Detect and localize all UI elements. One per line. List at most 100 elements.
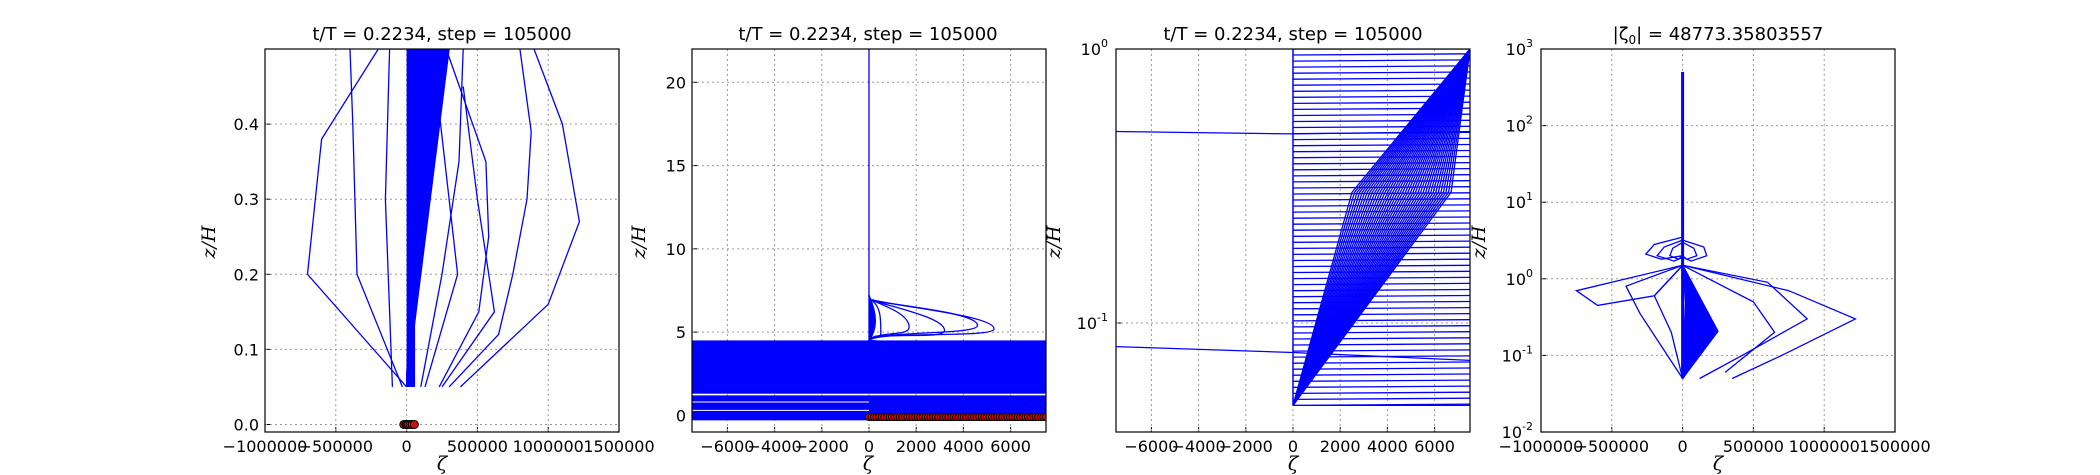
chevron-line	[1292, 49, 1470, 406]
profile-10	[459, 49, 581, 388]
chevron-line	[1292, 49, 1470, 406]
x-tick-label: 0	[1288, 437, 1298, 456]
hook-4	[1682, 241, 1698, 260]
chevron-line	[1292, 49, 1470, 406]
panel-1: t/T = 0.2234, step = 105000 ζ z/H −10000…	[198, 24, 655, 475]
bulge-inner	[868, 295, 877, 341]
near-zero	[692, 406, 870, 410]
panel-1-title: t/T = 0.2234, step = 105000	[312, 24, 571, 45]
y-tick-label: 0.4	[234, 115, 259, 134]
fan-line	[1292, 397, 1470, 401]
profile-7	[438, 49, 490, 388]
y-tick-exponent: -1	[1097, 311, 1108, 324]
chevron-line	[1292, 49, 1470, 406]
chevron-line	[1292, 49, 1470, 406]
fan-line	[1292, 222, 1470, 225]
x-tick-label: 0	[1678, 437, 1688, 456]
chevron-line	[1292, 49, 1470, 406]
y-tick-label: 100	[1081, 37, 1108, 59]
panel-4-frame	[1540, 48, 1896, 433]
hook-1	[1644, 236, 1683, 260]
y-tick-label: 101	[1506, 190, 1533, 212]
y-tick-label: 20	[666, 73, 686, 92]
panel-4-grid	[1540, 48, 1896, 433]
x-tick-label: −500000	[299, 437, 373, 456]
chevron-line	[1292, 49, 1470, 406]
y-tick-label: 15	[666, 157, 686, 176]
y-tick-base: 10	[1502, 346, 1522, 365]
y-tick-label: 10-2	[1502, 420, 1533, 442]
chevron-line	[1292, 49, 1470, 406]
panel-4-title-symbol: |ζ	[1613, 24, 1629, 45]
fan-line	[1292, 53, 1470, 56]
chevron-line	[1292, 49, 1470, 406]
y-tick-label: 10	[666, 240, 686, 259]
tail-2	[868, 339, 1046, 362]
loop-5	[1682, 264, 1857, 380]
chevron-line	[1292, 49, 1470, 406]
tail-1	[868, 339, 1046, 355]
panel-3-title: t/T = 0.2234, step = 105000	[1163, 24, 1422, 45]
marker	[1041, 412, 1046, 422]
x-tick-label: −1000000	[1499, 437, 1584, 456]
chevron-line	[1292, 49, 1470, 406]
panel-4-ylabel: z/H	[1468, 225, 1490, 259]
panel-2-ticks: −6000−4000−2000 0 2000 4000 6000 0 5 10 15 20	[666, 73, 1031, 456]
fan-line	[1292, 65, 1470, 68]
chevron-line	[1292, 49, 1470, 406]
fan-line	[1292, 391, 1470, 395]
chevron-line	[1292, 49, 1470, 406]
chevron-line	[1292, 49, 1470, 406]
fan-line	[405, 49, 450, 387]
x-tick-label: −1000000	[223, 437, 308, 456]
x-tick-label: 2000	[1320, 437, 1361, 456]
loop-3	[1653, 264, 1684, 379]
panel-3-xlabel: ζ	[1288, 453, 1300, 475]
chevron-line	[1292, 49, 1470, 406]
profile-6	[424, 49, 459, 388]
hook-2	[1655, 239, 1683, 262]
fan-line	[1292, 288, 1470, 292]
panel-3: t/T = 0.2234, step = 105000 ζ z/H −6000−…	[1043, 24, 1471, 475]
chevron-line	[1292, 49, 1470, 406]
panel-3-plot	[1116, 49, 1470, 407]
chevron-line	[1292, 49, 1470, 406]
x-tick-label: 1000000	[1789, 437, 1860, 456]
upper-line	[1116, 130, 1470, 135]
fan-line	[1292, 367, 1470, 370]
profile-3	[384, 49, 394, 387]
chevron-line	[1292, 49, 1470, 406]
x-tick-label: 1500000	[1859, 437, 1930, 456]
panel-4-xlabel: ζ	[1713, 453, 1725, 475]
chevron-line	[1292, 49, 1470, 406]
x-tick-label: −2000	[795, 437, 849, 456]
x-tick-label: 4000	[1367, 437, 1408, 456]
y-tick-base: 10	[1506, 193, 1526, 212]
chevron-line	[1292, 49, 1470, 406]
panel-2-plot	[692, 49, 1046, 422]
chevron-line	[1292, 49, 1470, 406]
panel-1-frame	[264, 48, 620, 433]
panel-2: t/T = 0.2234, step = 105000 ζ z/H −6000−…	[628, 24, 1047, 475]
x-tick-label: 6000	[990, 437, 1031, 456]
profile-5	[420, 49, 464, 388]
fan-line	[1292, 186, 1470, 189]
fan-line	[1682, 264, 1719, 379]
fan-line	[1292, 77, 1470, 80]
panel-4-title-subscript: 0	[1629, 33, 1637, 47]
panel-2-ylabel: z/H	[628, 225, 650, 259]
y-tick-base: 10	[1077, 314, 1097, 333]
x-tick-label: −500000	[1575, 437, 1649, 456]
panel-4-ticks: −1000000−500000 0 500000 1000000 150000010-2…	[1499, 37, 1931, 456]
loop-4	[1682, 264, 1809, 380]
y-tick-exponent: 2	[1526, 114, 1533, 127]
y-tick-label: 0.3	[234, 190, 259, 209]
bulge-curve	[868, 298, 910, 341]
x-tick-label: 4000	[943, 437, 984, 456]
profile-4	[408, 49, 430, 387]
panel-1-ylabel: z/H	[198, 225, 220, 259]
chevron-line	[1292, 49, 1470, 406]
x-tick-label: 6000	[1414, 437, 1455, 456]
